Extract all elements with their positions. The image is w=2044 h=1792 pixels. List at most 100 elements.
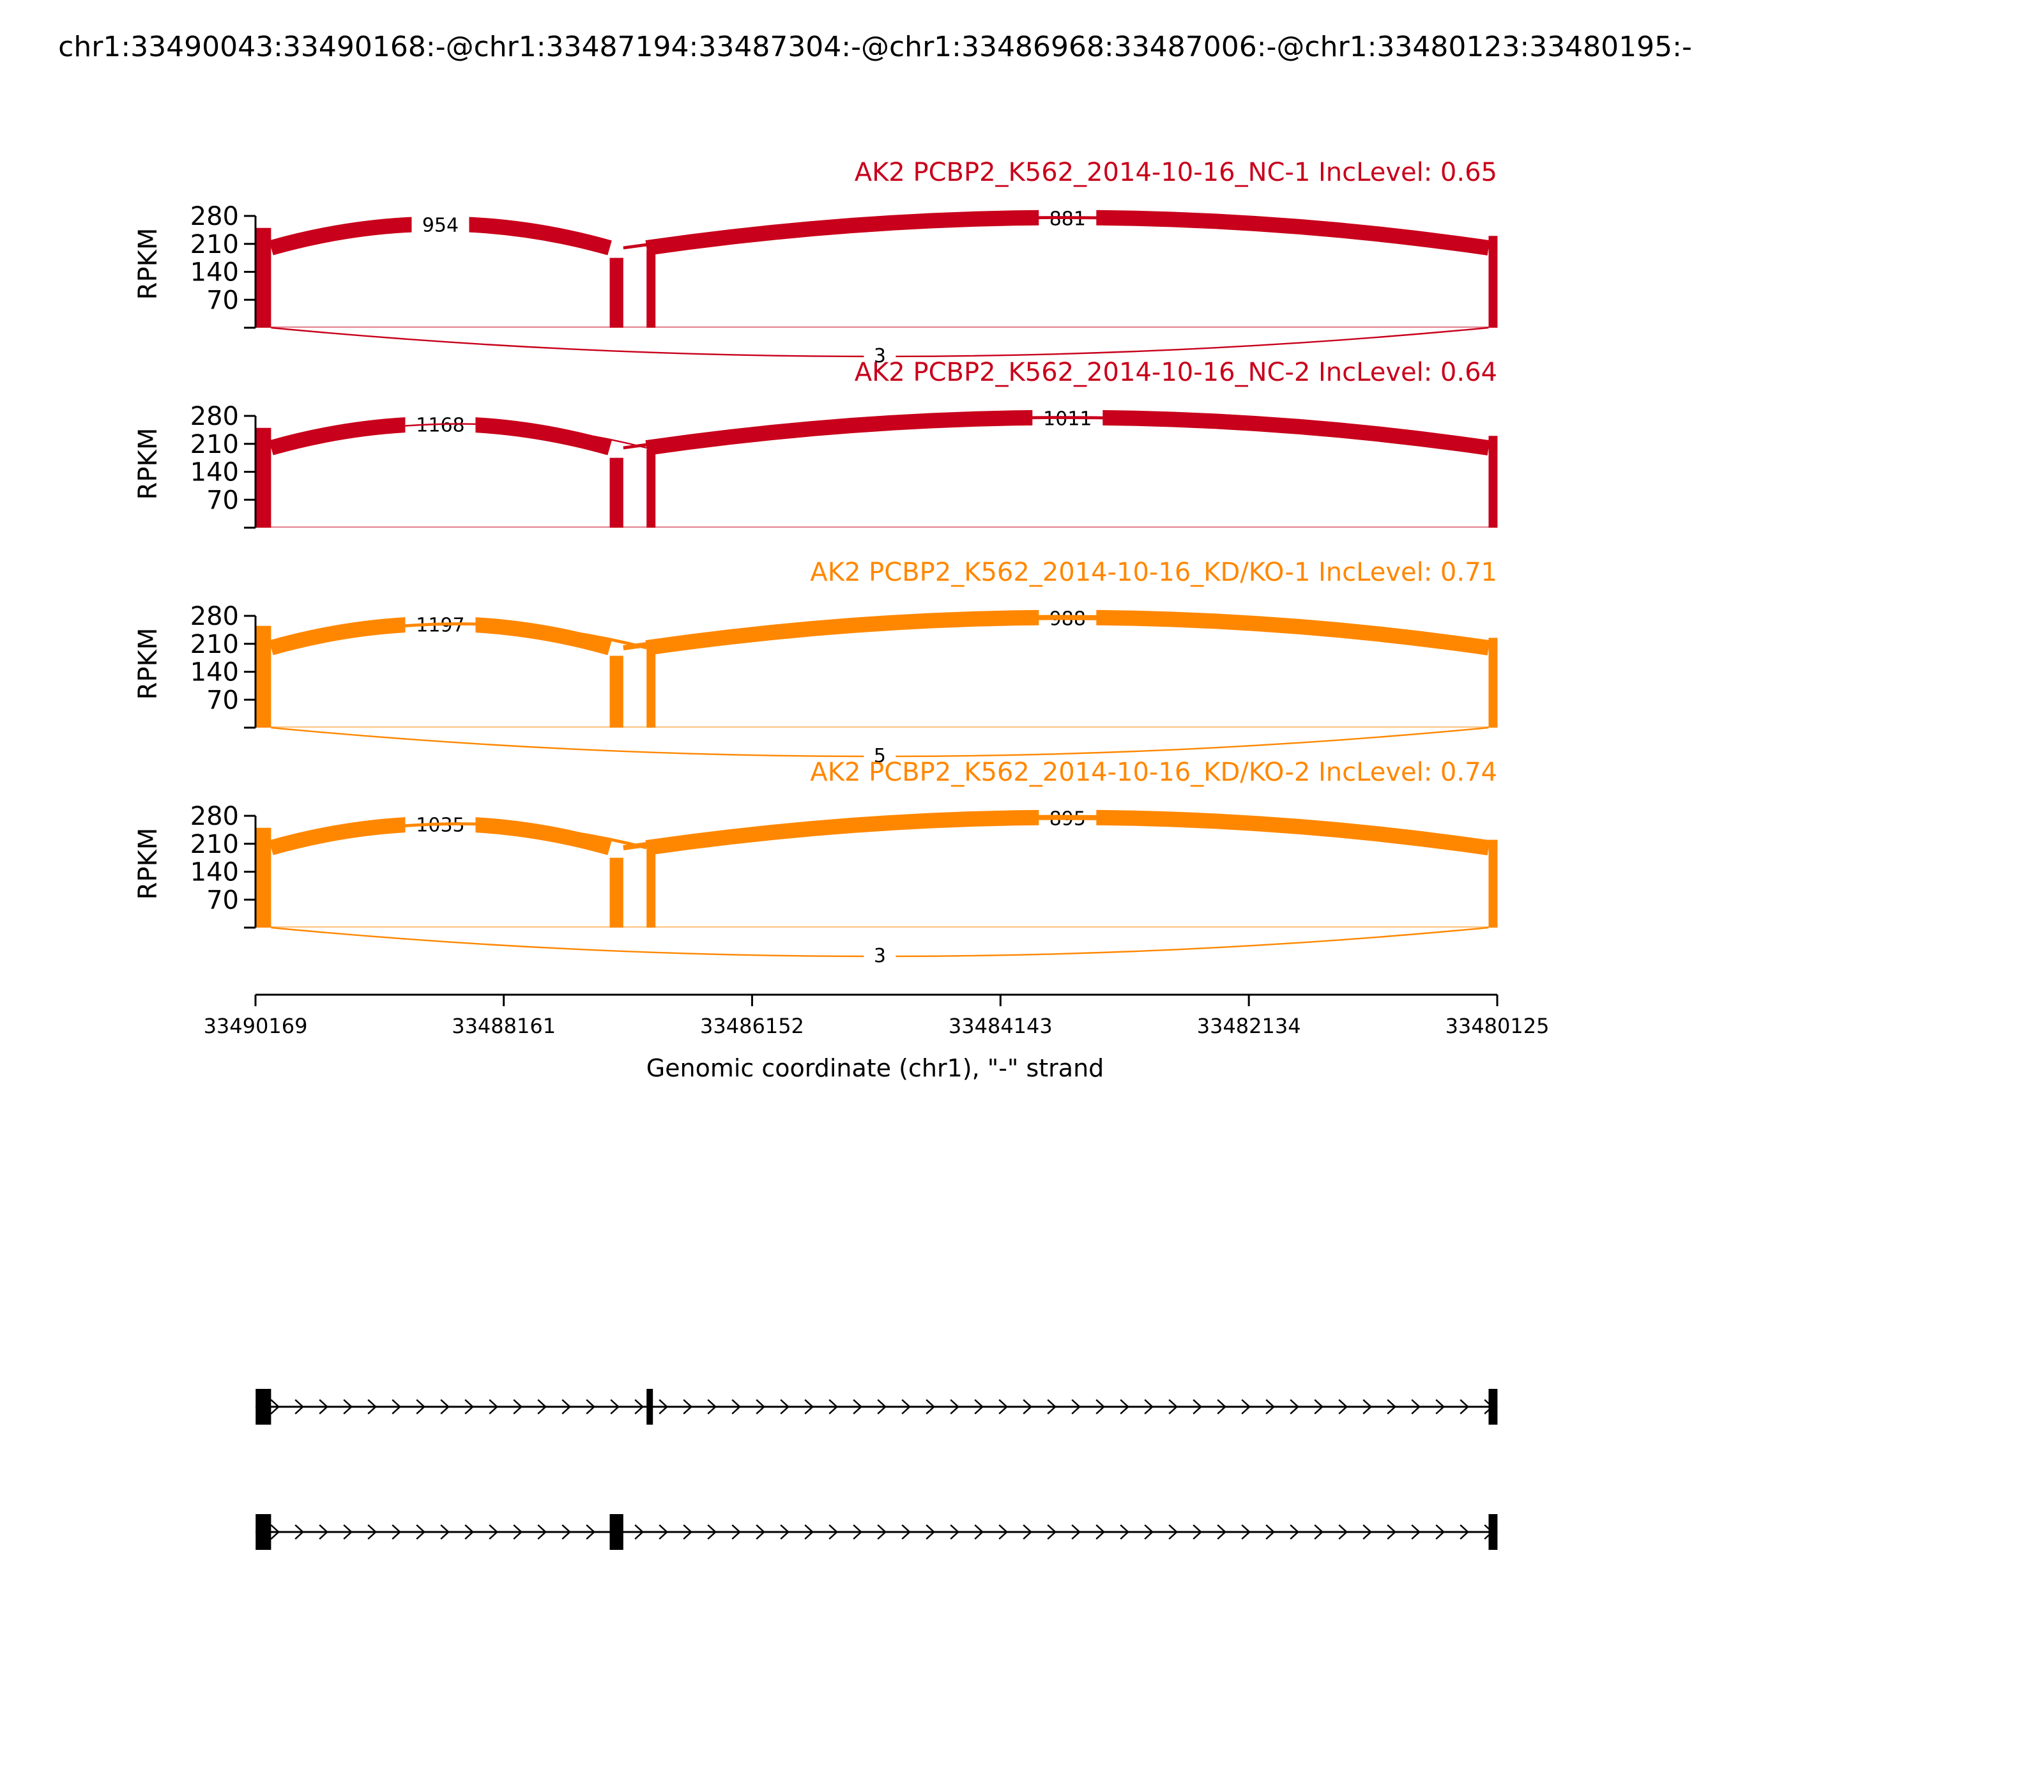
y-axis-label: RPKM — [133, 628, 163, 700]
junction-arc — [623, 416, 1489, 450]
x-axis-label: Genomic coordinate (chr1), "-" strand — [646, 1054, 1104, 1082]
strand-chevron — [707, 1524, 717, 1540]
strand-chevron — [828, 1524, 839, 1540]
junction-count-box — [864, 344, 896, 367]
strand-chevron — [1338, 1524, 1348, 1540]
coverage-bar — [1488, 638, 1498, 728]
strand-chevron — [1095, 1524, 1106, 1540]
junction-arc — [271, 423, 647, 449]
strand-chevron — [901, 1399, 911, 1414]
strand-chevron — [950, 1524, 960, 1540]
strand-chevron — [1411, 1399, 1421, 1414]
y-tick-label: 70 — [206, 486, 239, 515]
strand-chevron — [1095, 1399, 1106, 1414]
strand-chevron — [440, 1399, 450, 1414]
strand-chevron — [1265, 1399, 1276, 1414]
y-axis-label: RPKM — [133, 228, 163, 300]
strand-chevron — [901, 1524, 911, 1540]
strand-chevron — [1168, 1399, 1178, 1414]
strand-chevron — [392, 1399, 402, 1414]
strand-chevron — [1362, 1524, 1373, 1540]
isoform-exon — [1488, 1389, 1498, 1425]
strand-chevron — [634, 1524, 644, 1540]
sample-label: AK2 PCBP2_K562_2014-10-16_NC-1 IncLevel:… — [855, 158, 1497, 187]
coverage-bar — [256, 427, 271, 528]
strand-chevron — [537, 1524, 547, 1540]
strand-chevron — [464, 1399, 475, 1414]
strand-chevron — [416, 1399, 426, 1414]
coverage-bar — [1488, 236, 1498, 328]
strand-chevron — [1023, 1399, 1033, 1414]
coverage-bar — [609, 257, 623, 328]
strand-chevron — [1217, 1524, 1227, 1540]
strand-chevron — [659, 1524, 669, 1540]
strand-chevron — [489, 1399, 499, 1414]
strand-chevron — [1047, 1524, 1057, 1540]
strand-chevron — [950, 1399, 960, 1414]
coverage-bar — [256, 227, 271, 328]
strand-chevron — [610, 1399, 620, 1414]
strand-chevron — [877, 1399, 887, 1414]
strand-chevron — [1217, 1399, 1227, 1414]
y-tick-label: 70 — [206, 685, 239, 715]
isoform-exon — [609, 1514, 623, 1550]
strand-chevron — [1241, 1524, 1251, 1540]
strand-chevron — [513, 1524, 523, 1540]
strand-chevron — [998, 1399, 1009, 1414]
coverage-bar — [1488, 436, 1498, 528]
strand-chevron — [1460, 1524, 1470, 1540]
strand-chevron — [1290, 1524, 1300, 1540]
strand-chevron — [804, 1399, 814, 1414]
junction-count-box — [864, 944, 896, 967]
coverage-bar — [646, 250, 656, 328]
y-tick-label: 140 — [190, 658, 239, 687]
strand-chevron — [561, 1524, 572, 1540]
isoform — [256, 1389, 1498, 1425]
strand-chevron — [998, 1524, 1009, 1540]
strand-chevron — [1120, 1524, 1130, 1540]
y-tick-label: 70 — [206, 286, 239, 315]
y-axis-label: RPKM — [133, 428, 163, 500]
coverage-bar — [609, 857, 623, 928]
strand-chevron — [294, 1399, 305, 1414]
strand-chevron — [270, 1524, 280, 1540]
coverage-bar — [609, 457, 623, 528]
strand-chevron — [853, 1399, 863, 1414]
strand-chevron — [1193, 1399, 1203, 1414]
strand-chevron — [270, 1399, 280, 1414]
sample-label: AK2 PCBP2_K562_2014-10-16_KD/KO-1 IncLev… — [810, 558, 1497, 587]
sample-label: AK2 PCBP2_K562_2014-10-16_KD/KO-2 IncLev… — [810, 758, 1497, 787]
strand-chevron — [853, 1524, 863, 1540]
strand-chevron — [1265, 1524, 1276, 1540]
junction-count-label: 3 — [874, 945, 886, 967]
strand-chevron — [683, 1399, 693, 1414]
coverage-bar — [646, 450, 656, 528]
junction-arc — [270, 622, 647, 650]
x-tick-label: 33482134 — [1197, 1014, 1301, 1038]
y-tick-label: 70 — [206, 885, 239, 915]
strand-chevron — [1144, 1399, 1154, 1414]
strand-chevron — [367, 1524, 378, 1540]
junction-arc — [270, 822, 647, 850]
isoform-exon — [256, 1514, 271, 1550]
strand-chevron — [1071, 1524, 1081, 1540]
strand-chevron — [440, 1524, 450, 1540]
y-tick-label: 280 — [190, 402, 239, 431]
strand-chevron — [1120, 1399, 1130, 1414]
isoform-exon — [256, 1389, 271, 1425]
junction-count-label: 1168 — [416, 415, 464, 437]
strand-chevron — [926, 1399, 936, 1414]
strand-chevron — [1144, 1524, 1154, 1540]
strand-chevron — [780, 1399, 790, 1414]
strand-chevron — [974, 1399, 984, 1414]
strand-chevron — [974, 1524, 984, 1540]
strand-chevron — [319, 1399, 329, 1414]
strand-chevron — [683, 1524, 693, 1540]
strand-chevron — [731, 1524, 742, 1540]
strand-chevron — [1071, 1399, 1081, 1414]
strand-chevron — [1047, 1399, 1057, 1414]
junction-arc — [623, 615, 1490, 650]
